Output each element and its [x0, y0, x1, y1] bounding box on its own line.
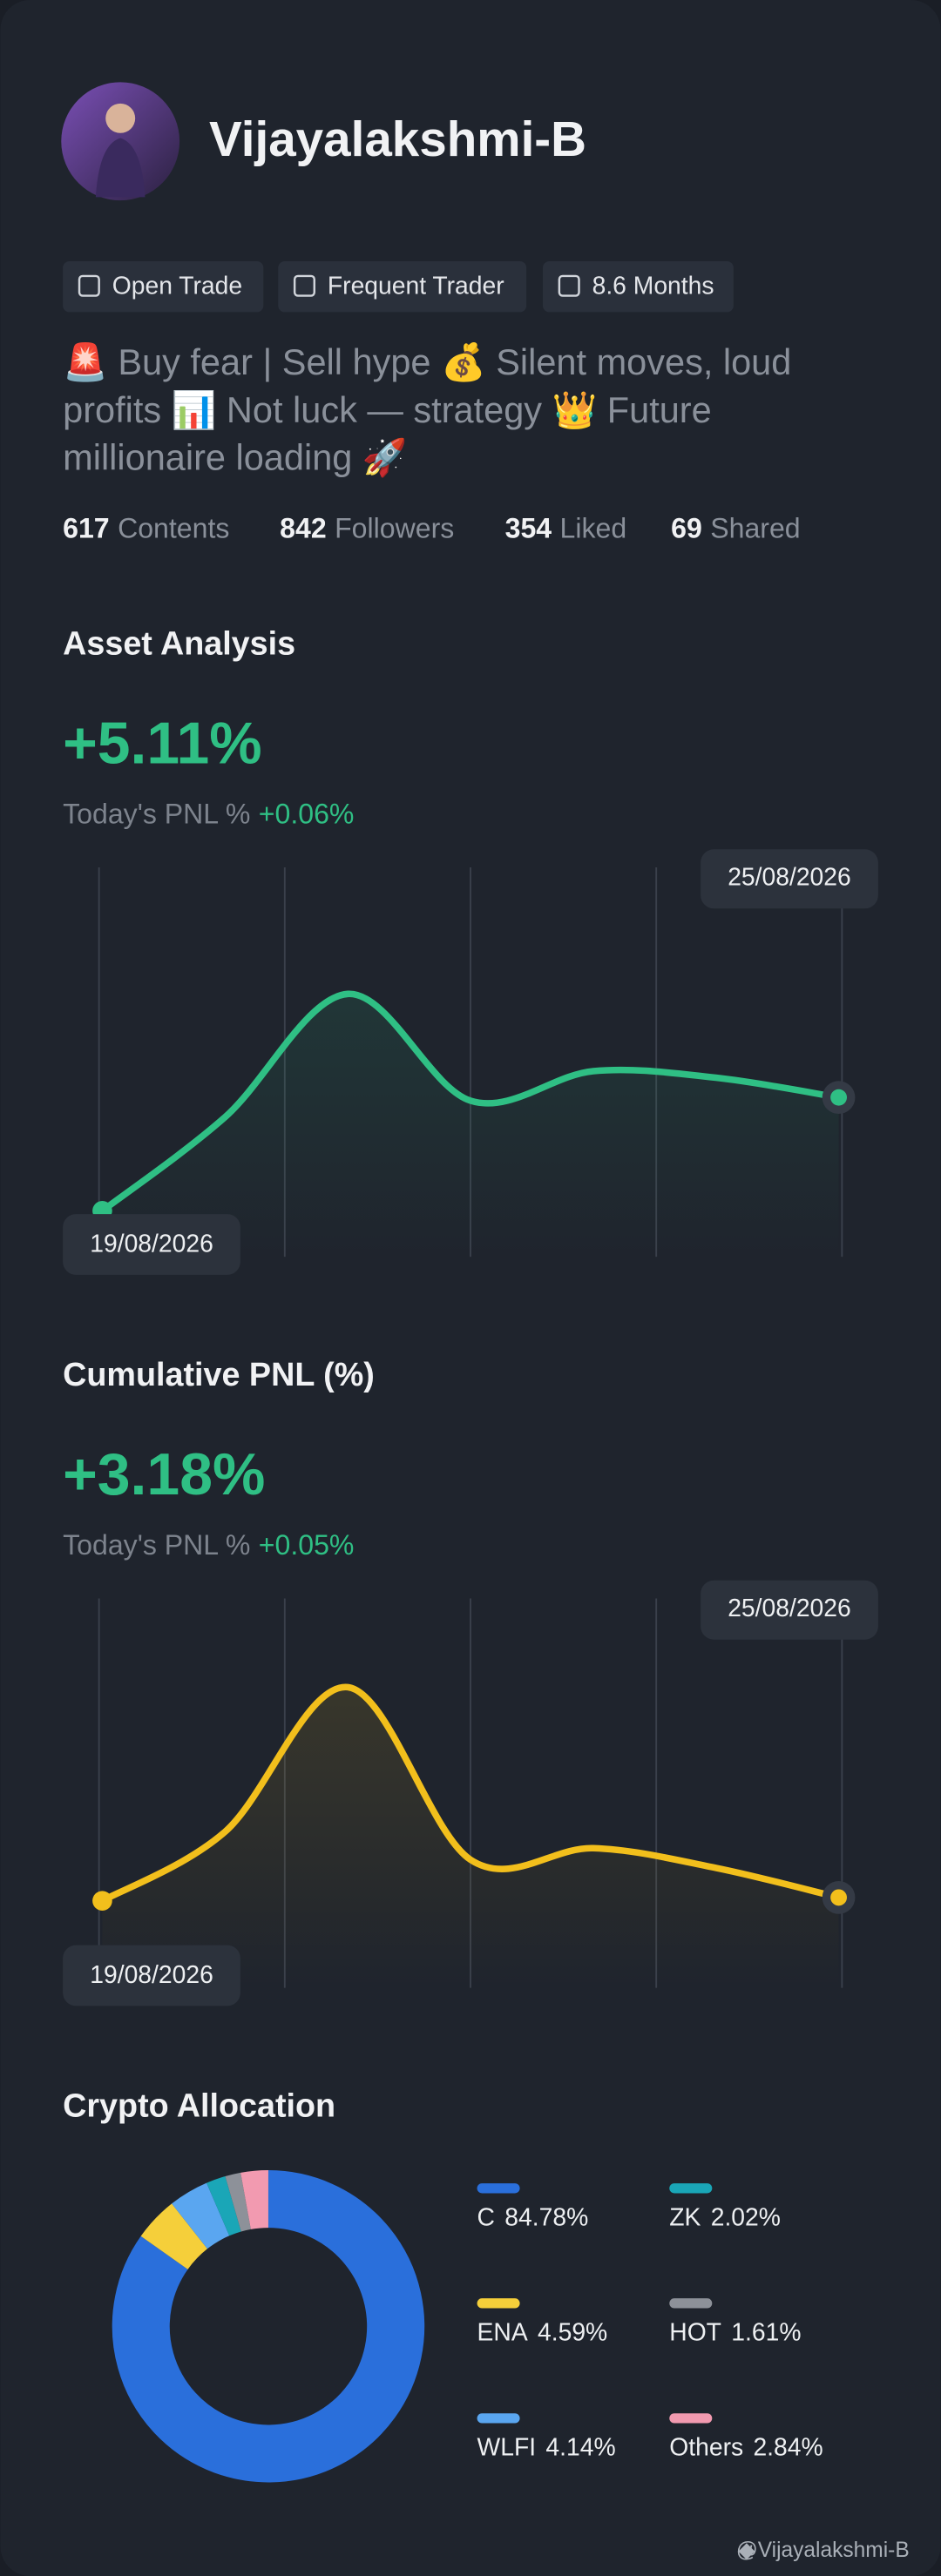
donut-segment — [240, 2170, 269, 2229]
pnl-label: Today's PNL % — [63, 799, 250, 830]
legend-entry: HOT 1.61% — [669, 2318, 801, 2346]
section-title: Asset Analysis — [63, 624, 295, 661]
date-label: 19/08/2026 — [90, 1960, 213, 1988]
tag-chip[interactable] — [63, 260, 264, 313]
stat-value: 617 — [63, 513, 110, 544]
tag-chip[interactable] — [543, 260, 734, 313]
tag-icon — [558, 274, 580, 297]
date-chip — [63, 1945, 240, 2006]
legend-entry: ENA 4.59% — [477, 2318, 608, 2346]
stat-label: Contents — [118, 513, 229, 544]
legend-name: Others — [669, 2433, 743, 2461]
legend-entry: ZK 2.02% — [669, 2203, 781, 2231]
legend-entry: Others 2.84% — [669, 2433, 823, 2461]
tag-label: Open Trade — [112, 272, 242, 300]
section-title: Crypto Allocation — [63, 2087, 335, 2123]
tag-icon — [293, 274, 316, 297]
end-dot — [830, 1089, 848, 1106]
stat: 354 Liked — [505, 513, 627, 544]
legend-swatch — [669, 2183, 713, 2194]
donut-segment — [206, 2176, 242, 2236]
legend-name: HOT — [669, 2318, 721, 2346]
legend-entry: WLFI 4.14% — [477, 2433, 616, 2461]
line — [100, 990, 840, 1214]
date-chip — [701, 1580, 878, 1640]
start-dot — [92, 1891, 112, 1911]
area — [102, 1687, 839, 1988]
date-label: 25/08/2026 — [728, 1594, 851, 1622]
legend-value: 4.59% — [538, 2318, 607, 2346]
legend-swatch — [669, 2298, 713, 2309]
line — [100, 1683, 840, 1904]
legend-value: 2.02% — [711, 2203, 781, 2231]
date-chip — [701, 849, 878, 909]
legend-value: 2.84% — [753, 2433, 823, 2461]
tag-label: 8.6 Months — [592, 272, 714, 300]
legend-name: C — [477, 2203, 495, 2231]
stat: 617 Contents — [63, 513, 229, 544]
watermark: @Vijayalakshmi-B — [736, 2539, 910, 2562]
donut-segment — [112, 2170, 425, 2483]
pnl-label: Today's PNL % — [63, 1530, 250, 1561]
legend-swatch — [669, 2413, 713, 2424]
legend-swatch — [477, 2413, 520, 2424]
section-title: Cumulative PNL (%) — [63, 1356, 375, 1393]
avatar-body — [95, 138, 146, 198]
stat-label: Liked — [560, 513, 627, 544]
pnl: Today's PNL % +0.05% — [63, 1530, 354, 1561]
stat: 842 Followers — [280, 513, 454, 544]
headline: +3.18% — [63, 1442, 265, 1507]
headline: +5.11% — [63, 711, 261, 776]
tag-chip[interactable] — [278, 260, 527, 313]
bio-box: 🚨 Buy fear | Sell hype 💰 Silent moves, l… — [63, 341, 792, 478]
legend-value: 1.61% — [731, 2318, 801, 2346]
legend-swatch — [477, 2183, 520, 2194]
stat: 69 Shared — [671, 513, 800, 544]
legend-value: 4.14% — [545, 2433, 615, 2461]
area — [102, 994, 839, 1258]
pnl-value: +0.06% — [259, 799, 355, 830]
legend-value: 84.78% — [504, 2203, 588, 2231]
tag-label: Frequent Trader — [328, 272, 504, 300]
date-chip — [63, 1214, 240, 1275]
pnl: Today's PNL % +0.06% — [63, 799, 354, 830]
profile-name: Vijayalakshmi-B — [209, 111, 586, 166]
legend-entry: C 84.78% — [477, 2203, 589, 2231]
legend-name: WLFI — [477, 2433, 537, 2461]
legend-name: ENA — [477, 2318, 528, 2346]
stat-value: 354 — [505, 513, 552, 544]
stat-label: Shared — [710, 513, 800, 544]
stat-value: 69 — [671, 513, 702, 544]
legend-name: ZK — [669, 2203, 701, 2231]
date-label: 25/08/2026 — [728, 863, 851, 891]
stat-label: Followers — [335, 513, 454, 544]
end-dot — [830, 1889, 848, 1906]
stat-value: 842 — [280, 513, 327, 544]
donut-segment — [225, 2172, 252, 2232]
tag-icon — [78, 274, 100, 297]
legend-swatch — [477, 2298, 520, 2309]
pnl-value: +0.05% — [259, 1530, 355, 1561]
donut-segment — [172, 2182, 231, 2249]
avatar-face — [105, 103, 136, 133]
donut-segment — [140, 2203, 208, 2270]
bio: 🚨 Buy fear | Sell hype 💰 Silent moves, l… — [63, 341, 792, 478]
date-label: 19/08/2026 — [90, 1229, 213, 1257]
